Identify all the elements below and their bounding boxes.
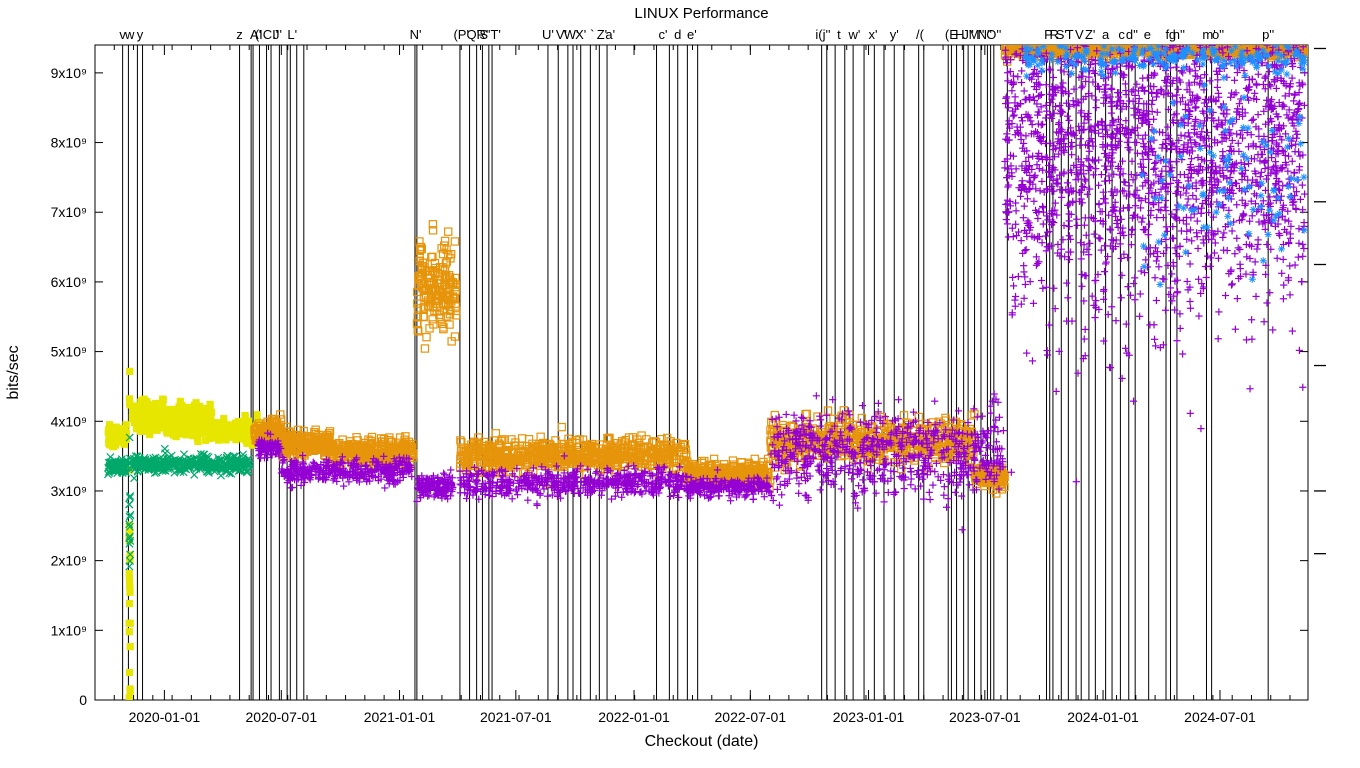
svg-text:t: t <box>837 27 841 42</box>
svg-text:`: ` <box>590 27 594 42</box>
svg-text:Z': Z' <box>1085 27 1095 42</box>
svg-text:2021-01-01: 2021-01-01 <box>364 709 436 725</box>
svg-text:2024-07-01: 2024-07-01 <box>1184 709 1256 725</box>
svg-text:O'': O'' <box>986 27 1001 42</box>
svg-text:bits/sec: bits/sec <box>5 345 22 399</box>
svg-text:J': J' <box>273 27 282 42</box>
svg-text:2022-01-01: 2022-01-01 <box>598 709 670 725</box>
svg-text:x': x' <box>869 27 878 42</box>
svg-text:o'': o'' <box>1212 27 1224 42</box>
svg-text:w': w' <box>847 27 860 42</box>
svg-text:c: c <box>1118 27 1125 42</box>
svg-text:8x10⁹: 8x10⁹ <box>51 135 87 151</box>
svg-text:p'': p'' <box>1262 27 1274 42</box>
svg-text:2024-01-01: 2024-01-01 <box>1067 709 1139 725</box>
svg-text:2x10⁹: 2x10⁹ <box>51 553 87 569</box>
svg-text:3x10⁹: 3x10⁹ <box>51 483 87 499</box>
svg-text:N': N' <box>410 27 422 42</box>
svg-text:z: z <box>236 27 243 42</box>
svg-text:2020-01-01: 2020-01-01 <box>129 709 201 725</box>
svg-text:LINUX Performance: LINUX Performance <box>634 5 768 22</box>
svg-text:5x10⁹: 5x10⁹ <box>51 344 87 360</box>
svg-text:T: T <box>1066 27 1074 42</box>
svg-text:e': e' <box>687 27 697 42</box>
performance-chart: 0 1x10⁹ 2x10⁹ 3x10⁹ 4x10⁹ 5x10⁹ 6x10⁹ 7x10⁹ 8x10… <box>0 0 1360 768</box>
svg-text:i(j'': i(j'' <box>815 27 830 42</box>
svg-text:2023-01-01: 2023-01-01 <box>833 709 905 725</box>
svg-text:U': U' <box>542 27 554 42</box>
svg-text:e: e <box>1144 27 1151 42</box>
svg-text:2021-07-01: 2021-07-01 <box>480 709 552 725</box>
svg-text:Checkout (date): Checkout (date) <box>645 733 759 750</box>
svg-text:V: V <box>1075 27 1084 42</box>
svg-text:a: a <box>1102 27 1110 42</box>
svg-text:1x10⁹: 1x10⁹ <box>51 622 87 638</box>
chart-container: 0 1x10⁹ 2x10⁹ 3x10⁹ 4x10⁹ 5x10⁹ 6x10⁹ 7x10⁹ 8x10… <box>0 0 1360 768</box>
svg-text:6x10⁹: 6x10⁹ <box>51 274 87 290</box>
svg-text:h'': h'' <box>1173 27 1185 42</box>
svg-text:c': c' <box>658 27 667 42</box>
green-series <box>104 434 253 570</box>
svg-text:7x10⁹: 7x10⁹ <box>51 204 87 220</box>
svg-text:/(: /( <box>916 27 925 42</box>
svg-text:d'': d'' <box>1126 27 1138 42</box>
svg-text:0: 0 <box>79 692 87 708</box>
svg-text:2022-07-01: 2022-07-01 <box>715 709 787 725</box>
svg-text:9x10⁹: 9x10⁹ <box>51 65 87 81</box>
svg-text:d: d <box>674 27 681 42</box>
svg-text:y: y <box>137 27 144 42</box>
svg-text:2020-07-01: 2020-07-01 <box>246 709 318 725</box>
svg-text:L': L' <box>287 27 297 42</box>
svg-text:S'T': S'T' <box>479 27 501 42</box>
svg-text:y': y' <box>890 27 899 42</box>
svg-text:X': X' <box>575 27 586 42</box>
orange-series <box>251 41 1308 497</box>
svg-text:a': a' <box>605 27 615 42</box>
svg-text:2023-07-01: 2023-07-01 <box>949 709 1021 725</box>
svg-text:4x10⁹: 4x10⁹ <box>51 413 87 429</box>
svg-text:w: w <box>124 27 135 42</box>
